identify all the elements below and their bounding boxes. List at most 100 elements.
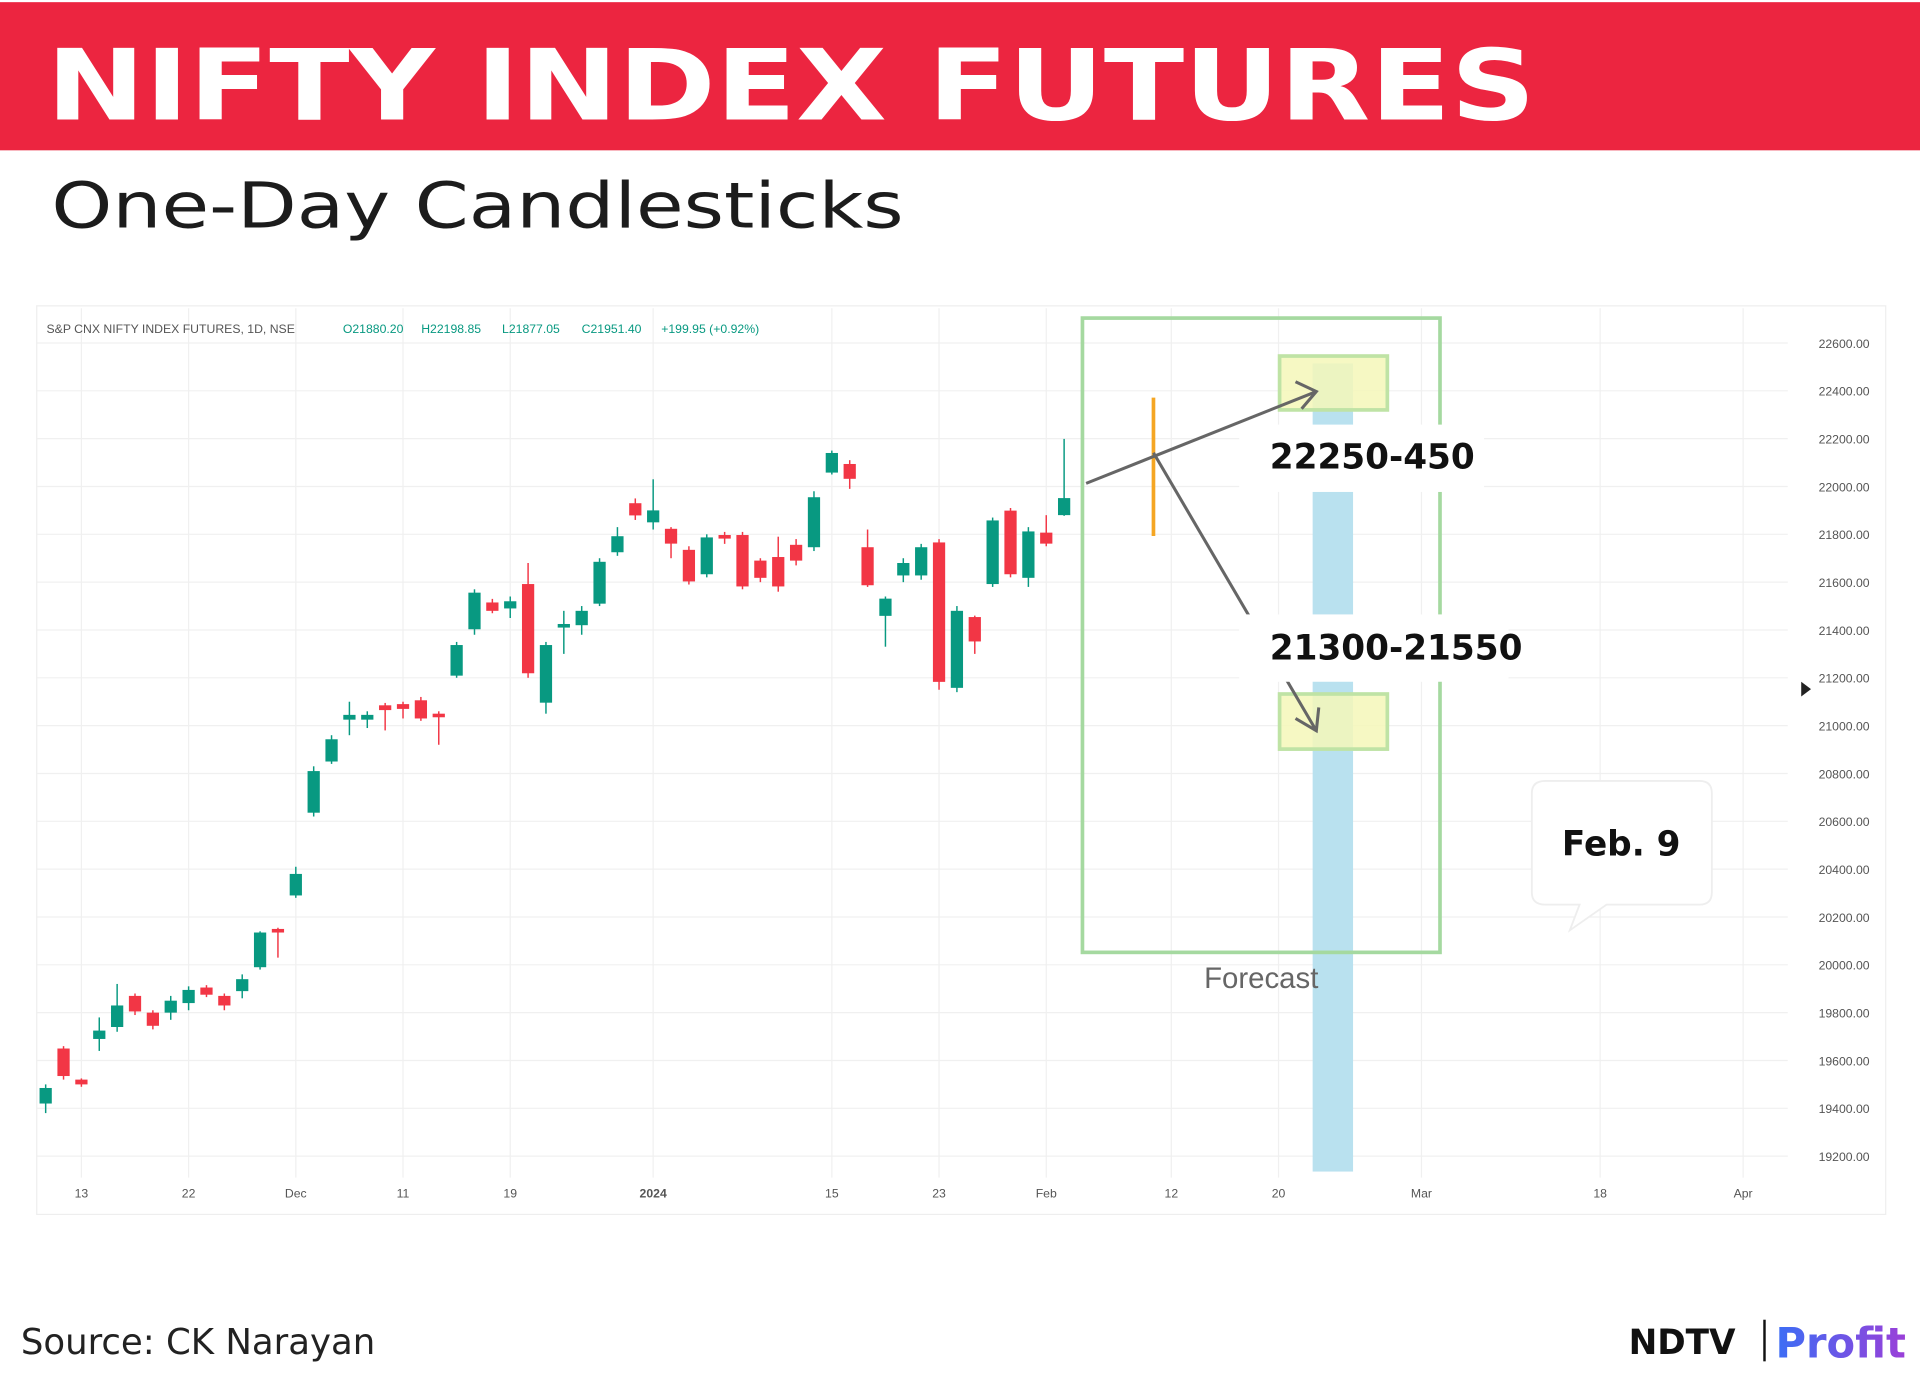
- x-tick-label: Mar: [1411, 1186, 1432, 1200]
- candle-body: [807, 497, 821, 548]
- title-band: [0, 2, 1920, 151]
- candle-body: [486, 602, 499, 611]
- candle-body: [647, 510, 660, 523]
- candle-body: [361, 714, 374, 720]
- candle-body: [450, 645, 463, 676]
- price-pointer: [1801, 681, 1812, 697]
- logo-ndtv: NDTV: [1629, 1323, 1736, 1363]
- y-tick-label: 20800.00: [1819, 767, 1870, 781]
- arrows: [1085, 380, 1321, 734]
- y-tick-label: 22600.00: [1819, 337, 1870, 351]
- label-box: [1239, 424, 1485, 492]
- x-tick-label: 2024: [640, 1186, 667, 1200]
- y-tick-label: 19400.00: [1819, 1102, 1870, 1116]
- ohlc-change: +199.95 (+0.92%): [661, 322, 759, 336]
- y-tick-label: 22200.00: [1819, 433, 1870, 447]
- candle-body: [772, 557, 785, 587]
- y-tick-label: 21800.00: [1819, 528, 1870, 542]
- x-tick-label: 11: [397, 1186, 410, 1200]
- candle-body: [950, 610, 964, 688]
- x-tick-label: 22: [182, 1186, 196, 1200]
- x-tick-label: Dec: [285, 1186, 307, 1200]
- candle-body: [504, 601, 517, 609]
- candle-body: [1022, 531, 1035, 578]
- candle-body: [93, 1030, 106, 1039]
- candle-body: [736, 535, 749, 587]
- candle-body: [468, 592, 481, 630]
- forecast-label: Forecast: [1204, 962, 1318, 995]
- candle-body: [915, 547, 928, 576]
- candle-body: [861, 547, 874, 586]
- candle-body: [557, 623, 570, 628]
- candle-body: [1004, 510, 1017, 575]
- candle-body: [754, 560, 767, 578]
- candle-body: [343, 714, 356, 720]
- candle-body: [57, 1048, 70, 1077]
- candle-body: [1040, 532, 1053, 544]
- y-tick-label: 21000.00: [1819, 720, 1870, 734]
- candles: [39, 438, 1071, 1114]
- candle-body: [664, 528, 678, 544]
- target-zone-lower: [1277, 692, 1390, 751]
- candle-body: [879, 598, 892, 616]
- y-tick-label: 19800.00: [1819, 1007, 1870, 1021]
- candle-body: [932, 542, 946, 682]
- y-tick-label: 20200.00: [1819, 911, 1870, 925]
- candle-body: [593, 561, 606, 604]
- candle-body: [539, 645, 553, 703]
- candle-body: [111, 1005, 124, 1027]
- annotation: 21300-21550: [1270, 629, 1523, 669]
- y-tick-label: 21400.00: [1819, 624, 1870, 638]
- candle-body: [843, 463, 856, 479]
- candle-body: [218, 995, 231, 1006]
- candle-body: [414, 700, 428, 719]
- candle-body: [611, 536, 624, 553]
- ohlc-high: H22198.85: [421, 322, 481, 336]
- candle-body: [521, 584, 535, 674]
- candle-body: [146, 1012, 159, 1026]
- x-tick-label: 19: [503, 1186, 517, 1200]
- candle-body: [325, 739, 338, 762]
- candle-body: [182, 989, 195, 1004]
- candle-body: [1057, 498, 1071, 516]
- candle-body: [75, 1079, 88, 1085]
- label-box: [1239, 614, 1509, 682]
- y-tick-label: 21600.00: [1819, 576, 1870, 590]
- candle-body: [825, 452, 838, 473]
- y-tick-label: 20600.00: [1819, 815, 1870, 829]
- candle-body: [700, 537, 713, 575]
- candle-body: [789, 544, 803, 561]
- candle-body: [39, 1087, 52, 1104]
- y-tick-label: 19200.00: [1819, 1150, 1870, 1164]
- candle-body: [575, 610, 588, 626]
- candle-body: [968, 617, 981, 642]
- x-tick-label: 12: [1165, 1186, 1179, 1200]
- title: NIFTY INDEX FUTURES: [47, 30, 1536, 144]
- candle-body: [986, 520, 999, 585]
- y-tick-label: 21200.00: [1819, 672, 1870, 686]
- candle-body: [379, 705, 392, 711]
- candle-body: [236, 979, 249, 992]
- candle-body: [253, 932, 267, 968]
- chart-frame: [36, 305, 1887, 1216]
- forecast-band: [1312, 363, 1354, 1172]
- candle-body: [629, 503, 642, 516]
- subtitle: One-Day Candlesticks: [51, 169, 903, 243]
- y-tick-label: 22400.00: [1819, 385, 1870, 399]
- speech-bubble: [1530, 780, 1713, 933]
- x-tick-label: 23: [932, 1186, 946, 1200]
- y-tick-label: 20000.00: [1819, 959, 1870, 973]
- y-tick-label: 19600.00: [1819, 1054, 1870, 1068]
- ohlc-low: L21877.05: [502, 322, 560, 336]
- logo-profit: Profit: [1776, 1319, 1906, 1368]
- candle-body: [307, 771, 320, 813]
- candle-body: [396, 704, 410, 709]
- ohlc-close: C21951.40: [582, 322, 642, 336]
- source: Source: CK Narayan: [21, 1322, 375, 1363]
- x-tick-label: 15: [825, 1186, 839, 1200]
- candle-body: [164, 1000, 177, 1013]
- candle-body: [271, 928, 285, 933]
- candle-body: [432, 713, 445, 718]
